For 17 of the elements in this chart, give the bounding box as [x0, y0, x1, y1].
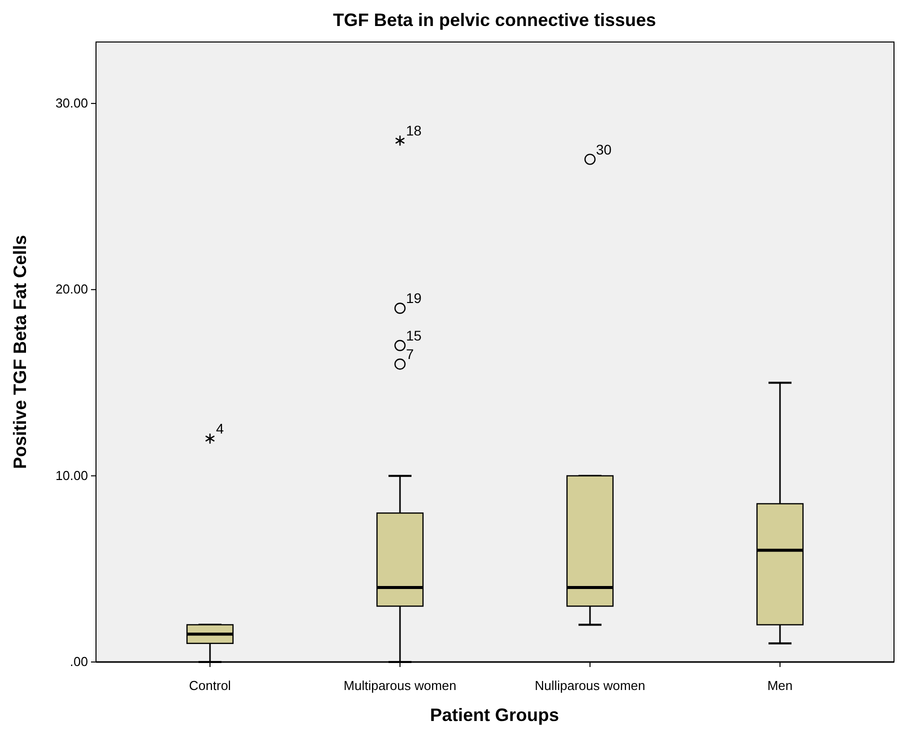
x-tick-label: Control: [189, 678, 232, 693]
annotation: 4: [216, 420, 224, 437]
x-tick-label: Men: [767, 678, 793, 693]
annotation: 18: [406, 122, 422, 139]
chart-title: TGF Beta in pelvic connective tissues: [332, 10, 656, 30]
y-tick-label: 30.00: [55, 95, 88, 110]
x-tick-label: Multiparous women: [344, 678, 456, 693]
annotation: 30: [596, 141, 612, 158]
annotation: 7: [406, 346, 414, 362]
y-tick-label: .00: [70, 654, 88, 669]
x-axis-title: Patient Groups: [430, 705, 560, 725]
y-axis-title: Positive TGF Beta Fat Cells: [10, 234, 30, 470]
annotation: 19: [406, 290, 422, 306]
x-tick-label: Nulliparous women: [534, 678, 646, 693]
y-tick-label: 10.00: [55, 468, 88, 483]
annotation: 15: [406, 327, 422, 344]
y-tick-label: 20.00: [55, 282, 88, 297]
